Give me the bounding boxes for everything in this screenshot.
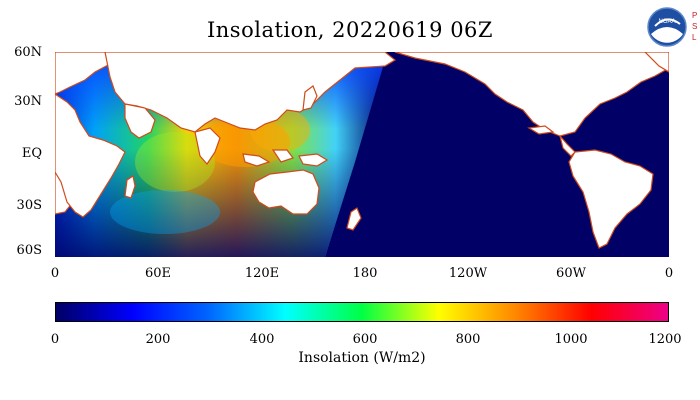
land-new-zealand	[346, 207, 362, 231]
land-japan	[302, 85, 318, 111]
lon-label-120e: 120E	[244, 266, 280, 281]
colorbar-label-1200: 1200	[648, 332, 682, 347]
colorbar-label-0: 0	[50, 332, 60, 347]
land-australia	[252, 169, 320, 215]
land-south-america	[568, 149, 654, 249]
lon-label-0-east: 0	[664, 266, 674, 281]
land-caribbean	[527, 125, 555, 135]
lat-label-30n: 30N	[14, 94, 42, 109]
colorbar-label-400: 400	[249, 332, 275, 347]
noaa-psl-logo: NOAA P S L	[646, 4, 698, 50]
land-arabia	[124, 103, 156, 139]
lon-label-60e: 60E	[144, 266, 172, 281]
insolation-map	[55, 52, 669, 257]
psl-letter-l: L	[692, 33, 697, 42]
lon-label-0-west: 0	[50, 266, 60, 281]
lon-label-180: 180	[352, 266, 378, 281]
chart-title: Insolation, 20220619 06Z	[206, 18, 494, 42]
lat-label-60n: 60N	[14, 45, 42, 60]
colorbar-label-600: 600	[352, 332, 378, 347]
lat-label-eq: EQ	[21, 146, 42, 161]
psl-letter-p: P	[692, 11, 697, 20]
land-greenland	[644, 52, 669, 73]
landmasses	[55, 52, 669, 249]
colorbar-title: Insolation (W/m2)	[298, 350, 426, 366]
land-indonesia-2	[271, 149, 294, 163]
lat-label-30s: 30S	[16, 198, 42, 213]
land-central-america	[559, 135, 576, 157]
lon-label-120w: 120W	[448, 266, 488, 281]
noaa-text: NOAA	[658, 19, 675, 25]
land-indonesia-1	[242, 153, 271, 167]
lon-label-60w: 60W	[556, 266, 586, 281]
colorbar-label-800: 800	[455, 332, 481, 347]
colorbar-label-200: 200	[145, 332, 171, 347]
psl-letter-s: S	[692, 22, 697, 31]
land-india	[194, 127, 221, 165]
colorbar	[55, 302, 669, 322]
land-new-guinea	[298, 153, 329, 167]
colorbar-label-1000: 1000	[554, 332, 588, 347]
land-africa-east	[55, 93, 126, 218]
land-madagascar	[124, 175, 136, 199]
lat-label-60s: 60S	[16, 243, 42, 258]
